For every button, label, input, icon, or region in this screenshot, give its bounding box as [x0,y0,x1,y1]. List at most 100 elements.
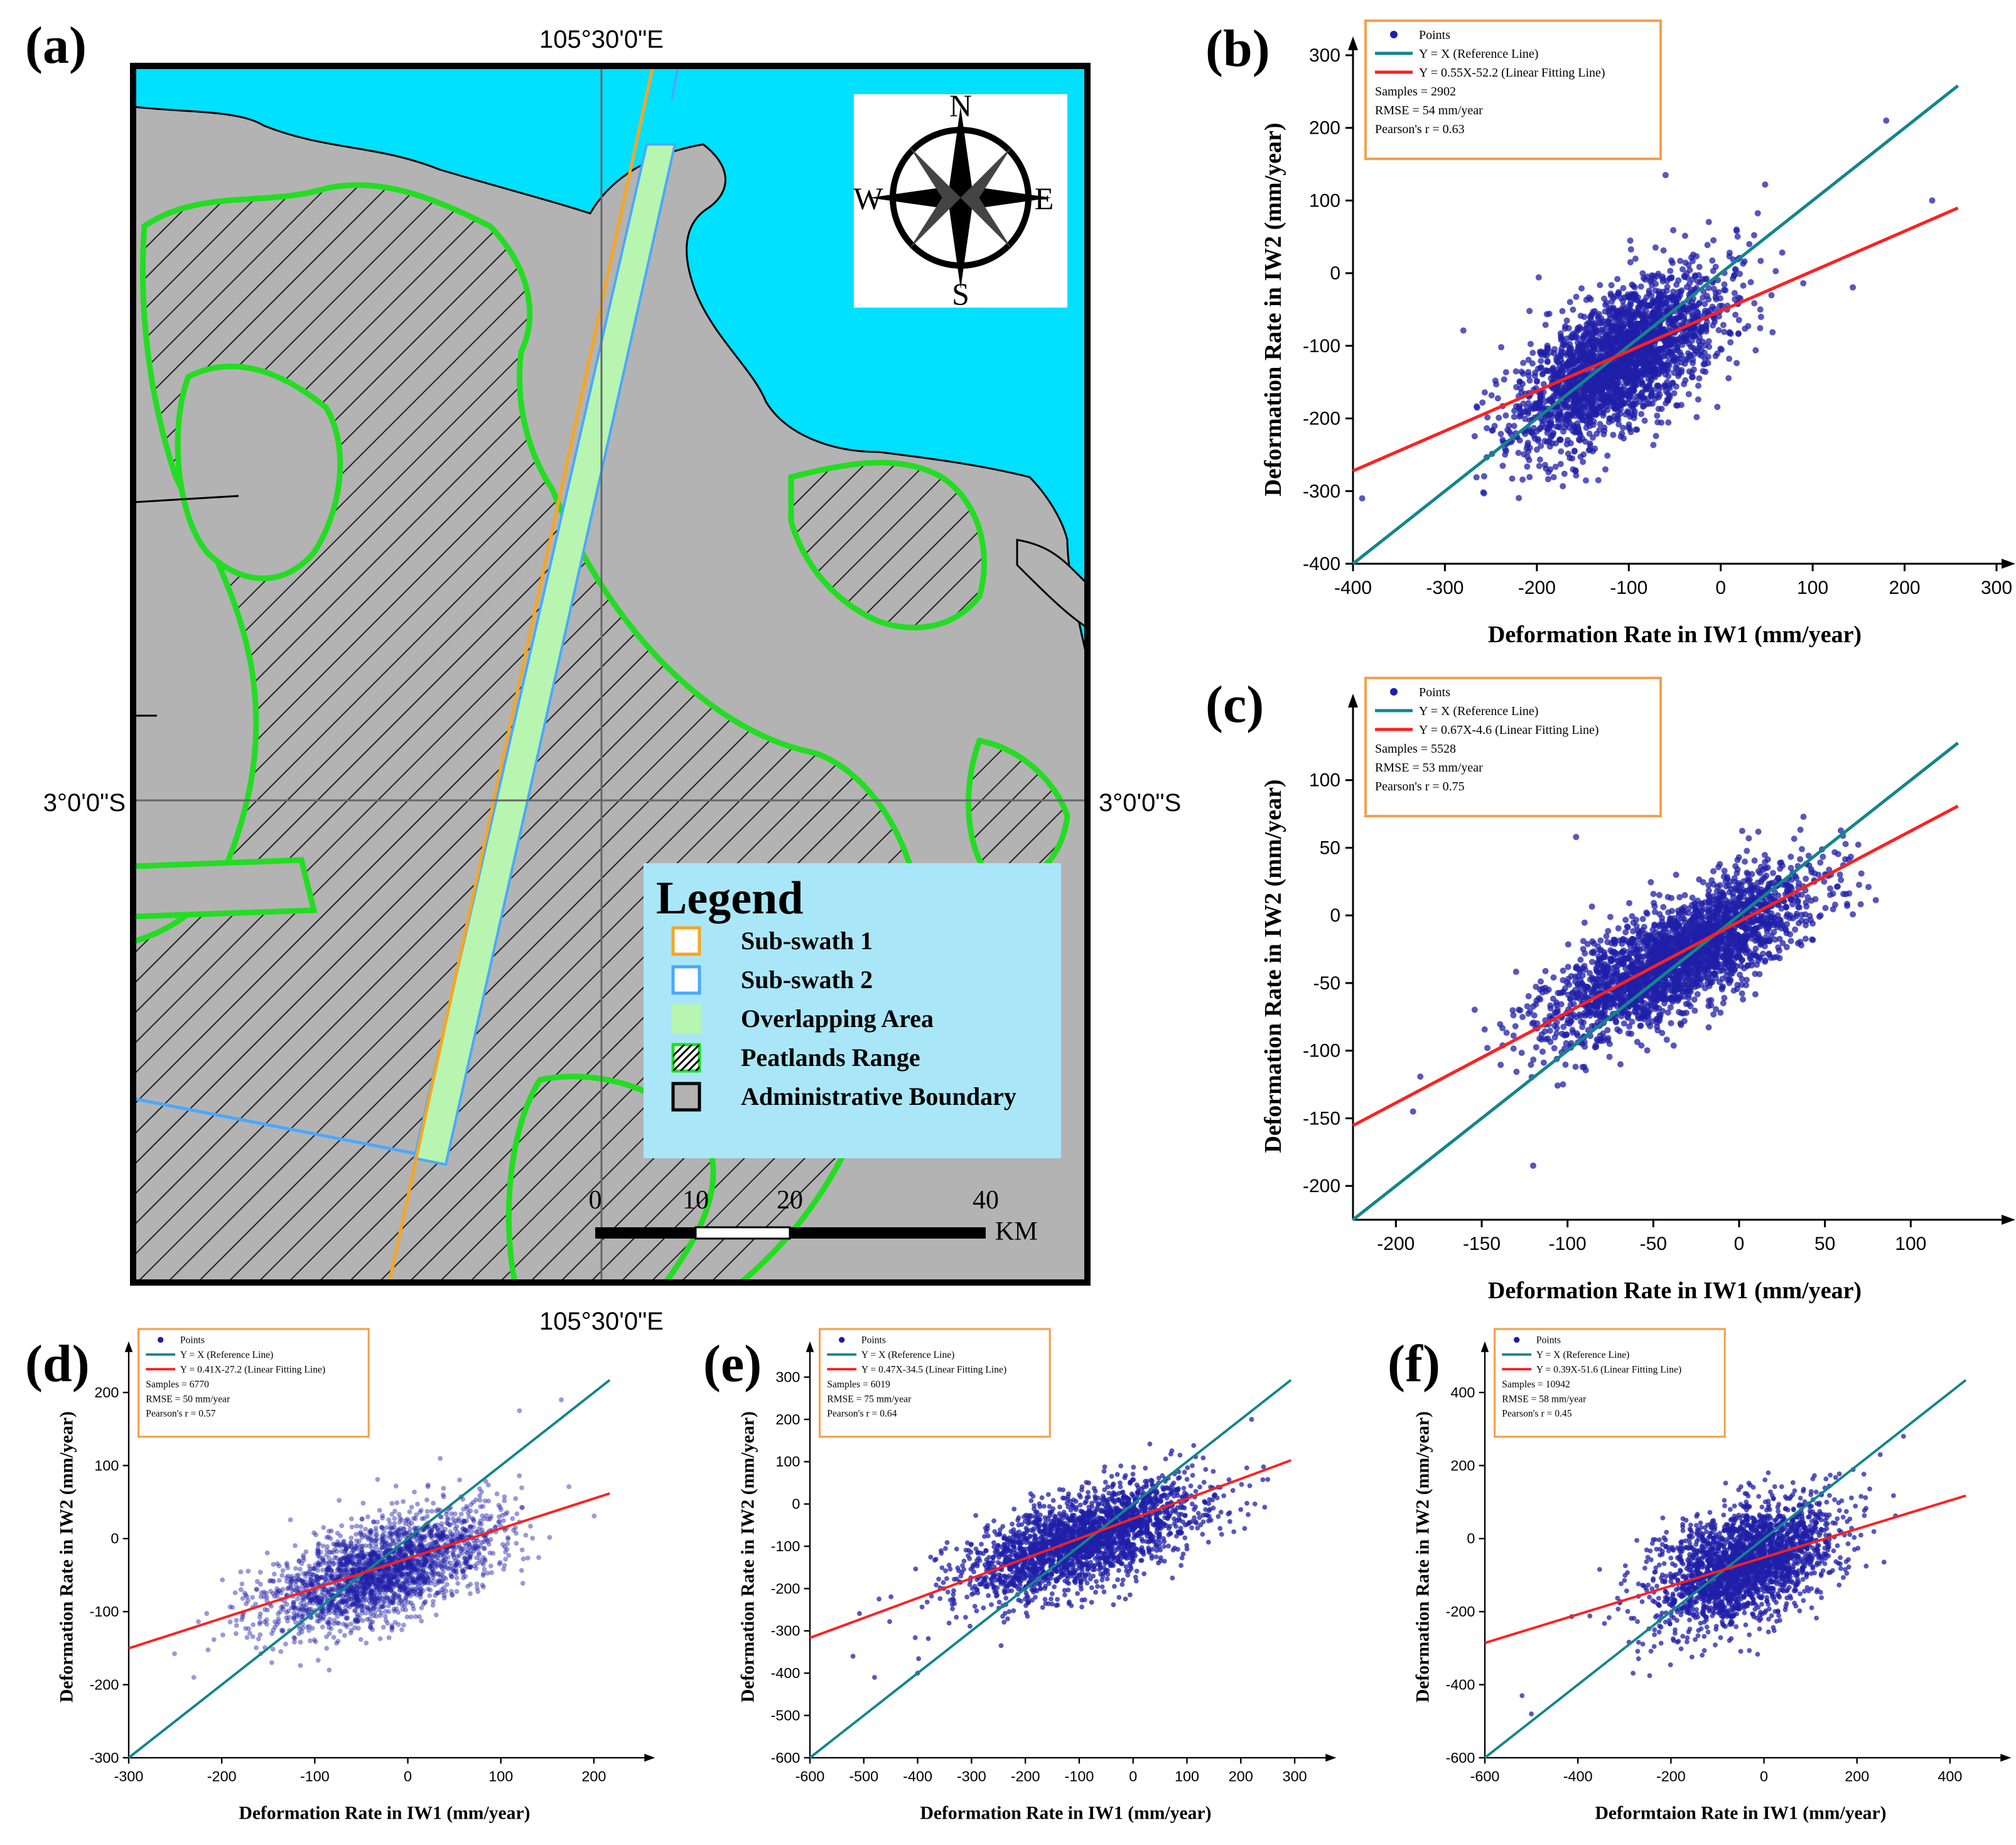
scatter-point [1792,926,1799,933]
scatter-point [1644,335,1651,342]
scatter-point [1644,352,1651,358]
scatter-point [1721,868,1728,874]
scatter-point [1658,930,1664,937]
panel-label-d: (d) [25,1335,90,1393]
scatter-point [1714,404,1721,411]
scatter-point [1752,952,1759,959]
scatter-point [1549,367,1555,374]
scatter-point [1751,300,1758,307]
scatter-point [1656,1014,1663,1021]
scatter-point [1481,389,1488,396]
scatter-point [1679,313,1685,319]
scatter-point [1484,425,1490,432]
scatter-point [1752,347,1759,353]
scatter-point [1646,382,1652,389]
scatter-point [1497,431,1504,438]
scatter-point [1611,362,1618,369]
scatter-point [1582,340,1588,347]
map-legend-item-label: Administrative Boundary [741,1082,1016,1111]
scatter-point [1531,433,1538,439]
scatter-point [1609,969,1616,976]
scatter-point [1736,947,1742,954]
scatter-point [1502,369,1509,375]
scatter-point [1417,1073,1424,1080]
scatter-point [1646,401,1653,407]
scatter-point [1688,286,1695,293]
scatter-point [1612,293,1619,299]
scatter-point [1517,1007,1524,1014]
scatter-point [1700,879,1706,886]
scatter-point [1562,323,1569,330]
scatter-point [1630,919,1637,926]
compass-e-label: E [1035,181,1054,216]
map-legend-hatch-line [679,1050,699,1071]
scatter-point [1638,1042,1645,1049]
scatter-point [1787,931,1794,938]
scatter-point [1831,901,1838,908]
compass-needle-nw [909,146,961,202]
scatter-point [1557,461,1564,468]
scatter-point [1690,251,1696,258]
scatter-point [1625,949,1632,955]
scatter-point [1640,274,1647,281]
scatter-point [1651,311,1658,318]
scatter-point [1623,972,1630,979]
scatter-point [1636,311,1642,318]
scatter-point [1677,257,1684,264]
scatter-point [1659,278,1666,285]
scatter-point [1598,1013,1605,1020]
scatter-point [1639,915,1646,922]
scatter-point [1530,1019,1537,1026]
scatter-point [1855,841,1862,848]
scatter-point [1782,904,1789,911]
scatter-point [1569,1026,1576,1033]
scatter-point [1649,387,1656,394]
sub-swath-2-top [671,66,679,101]
scatter-point [1641,417,1648,424]
map-legend-hatch-line [673,1045,699,1071]
scatter-point [1582,966,1588,973]
chart-legend-entry: Y = X (Reference Line) [1419,704,1538,718]
scatter-point [1715,937,1722,944]
scatter-point [1579,1024,1586,1030]
scatter-point [1712,353,1719,360]
scatter-point [1644,940,1651,947]
y-axis-arrow [1348,694,1358,707]
y-axis-title: Deformation Rate in IW2 (mm/year) [1260,122,1286,496]
scatter-point [1664,283,1671,290]
scatter-point [1626,306,1633,313]
scatter-point [1512,368,1519,375]
scatter-point [1664,342,1671,348]
scatter-point [1827,891,1834,898]
scatter-point [1629,281,1636,288]
y-tick-label: 100 [1309,770,1340,791]
scatter-point [1473,474,1480,481]
scatter-point [1600,401,1607,407]
scatter-point [1587,413,1594,419]
scatter-point [1635,952,1642,959]
scatter-point [1572,1063,1579,1070]
x-tick-label: 0 [404,1768,412,1784]
scatter-point [1533,1044,1539,1051]
scatter-point [1710,868,1717,874]
scatter-point [1634,426,1641,433]
scatter-point [1744,869,1750,876]
scatter-point [1516,495,1523,502]
scatter-point [1694,908,1701,915]
scatter-point [1607,947,1614,954]
x-tick-label: 200 [1889,578,1921,598]
scatter-point [1717,902,1724,908]
scatter-point [1622,929,1629,935]
scatter-point [1593,1043,1600,1050]
scatter-point [1590,948,1597,955]
scatter-point [1604,939,1611,945]
scatter-point-outlier [1883,117,1890,124]
scatter-point [1560,483,1566,490]
scatter-point [1588,406,1595,413]
scatter-point [1571,399,1578,406]
scatter-point [1695,301,1702,308]
scatter-point [1540,1059,1547,1066]
peatland-gap-west [175,363,343,581]
scatter-point [1850,911,1857,918]
scatter-point [1612,964,1619,971]
